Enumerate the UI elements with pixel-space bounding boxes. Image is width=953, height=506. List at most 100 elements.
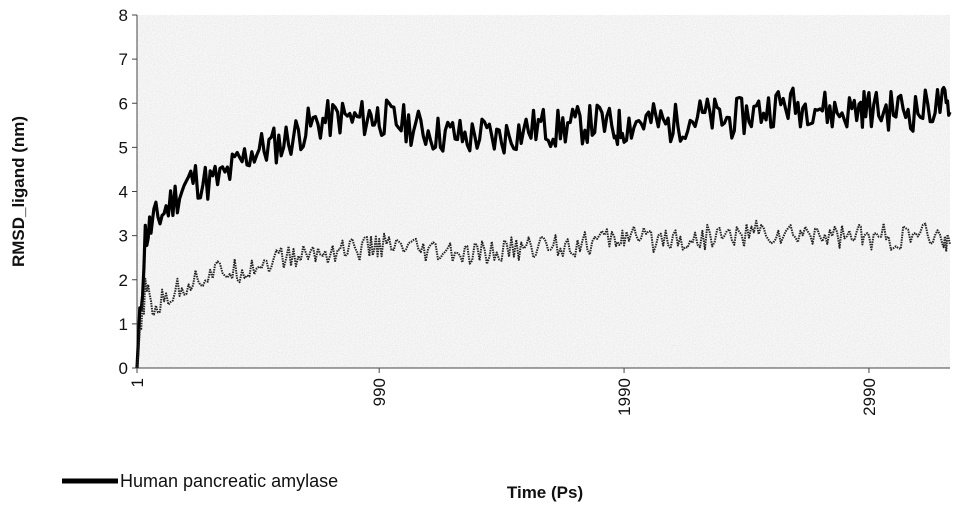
- point-human-pancreatic-amylase: [682, 120, 684, 122]
- point-human-pancreatic-amylase: [192, 177, 194, 179]
- point-secondary-series: [451, 252, 453, 254]
- point-secondary-series: [799, 234, 801, 236]
- point-secondary-series: [667, 234, 669, 236]
- point-human-pancreatic-amylase: [814, 102, 816, 104]
- point-secondary-series: [540, 243, 542, 245]
- point-secondary-series: [136, 367, 138, 369]
- point-human-pancreatic-amylase: [353, 120, 355, 122]
- point-human-pancreatic-amylase: [466, 137, 468, 139]
- y-tick-label: 7: [119, 50, 128, 69]
- point-secondary-series: [295, 256, 297, 258]
- point-secondary-series: [912, 234, 914, 236]
- point-human-pancreatic-amylase: [740, 115, 742, 117]
- point-human-pancreatic-amylase: [393, 120, 395, 122]
- x-tick-label: 1990: [615, 378, 634, 416]
- point-secondary-series: [407, 248, 409, 250]
- point-human-pancreatic-amylase: [829, 111, 831, 113]
- point-secondary-series: [221, 270, 223, 272]
- point-secondary-series: [882, 234, 884, 236]
- point-secondary-series: [652, 239, 654, 241]
- point-human-pancreatic-amylase: [540, 124, 542, 126]
- y-tick-label: 3: [119, 227, 128, 246]
- point-secondary-series: [280, 256, 282, 258]
- point-secondary-series: [178, 287, 180, 289]
- point-human-pancreatic-amylase: [378, 115, 380, 117]
- point-secondary-series: [868, 239, 870, 241]
- point-secondary-series: [726, 234, 728, 236]
- point-secondary-series: [784, 234, 786, 236]
- point-secondary-series: [755, 230, 757, 232]
- point-human-pancreatic-amylase: [711, 115, 713, 117]
- point-secondary-series: [192, 279, 194, 281]
- point-human-pancreatic-amylase: [153, 221, 155, 223]
- point-human-pancreatic-amylase: [638, 120, 640, 122]
- point-secondary-series: [207, 274, 209, 276]
- point-secondary-series: [324, 252, 326, 254]
- point-secondary-series: [481, 252, 483, 254]
- point-human-pancreatic-amylase: [882, 111, 884, 113]
- point-secondary-series: [696, 239, 698, 241]
- point-human-pancreatic-amylase: [525, 129, 527, 131]
- point-secondary-series: [144, 287, 146, 289]
- point-human-pancreatic-amylase: [407, 124, 409, 126]
- point-human-pancreatic-amylase: [696, 115, 698, 117]
- point-human-pancreatic-amylase: [236, 164, 238, 166]
- point-human-pancreatic-amylase: [280, 142, 282, 144]
- point-secondary-series: [638, 239, 640, 241]
- point-human-pancreatic-amylase: [941, 102, 943, 104]
- point-secondary-series: [584, 243, 586, 245]
- point-human-pancreatic-amylase: [221, 177, 223, 179]
- point-secondary-series: [569, 243, 571, 245]
- point-secondary-series: [422, 252, 424, 254]
- x-axis-ticks: 1 990 1990 2990: [128, 368, 879, 416]
- point-human-pancreatic-amylase: [949, 111, 951, 113]
- point-human-pancreatic-amylase: [309, 124, 311, 126]
- y-tick-label: 5: [119, 138, 128, 157]
- point-human-pancreatic-amylase: [858, 106, 860, 108]
- point-human-pancreatic-amylase: [755, 111, 757, 113]
- point-human-pancreatic-amylase: [784, 102, 786, 104]
- point-human-pancreatic-amylase: [667, 124, 669, 126]
- point-human-pancreatic-amylase: [178, 190, 180, 192]
- point-secondary-series: [858, 234, 860, 236]
- point-secondary-series: [949, 243, 951, 245]
- y-tick-label: 0: [119, 359, 128, 378]
- point-secondary-series: [525, 248, 527, 250]
- point-human-pancreatic-amylase: [613, 129, 615, 131]
- legend-label-human-pancreatic-amylase: Human pancreatic amylase: [120, 471, 338, 491]
- point-secondary-series: [554, 243, 556, 245]
- point-human-pancreatic-amylase: [295, 133, 297, 135]
- x-tick-label: 1: [128, 378, 147, 387]
- point-secondary-series: [829, 234, 831, 236]
- point-secondary-series: [309, 252, 311, 254]
- point-secondary-series: [598, 239, 600, 241]
- point-human-pancreatic-amylase: [868, 106, 870, 108]
- point-human-pancreatic-amylase: [481, 133, 483, 135]
- point-human-pancreatic-amylase: [165, 208, 167, 210]
- y-axis-ticks: 0 1 2 3 4 5 6 7 8: [119, 6, 137, 378]
- point-secondary-series: [770, 234, 772, 236]
- point-secondary-series: [437, 252, 439, 254]
- x-tick-label: 2990: [860, 378, 879, 416]
- point-human-pancreatic-amylase: [207, 181, 209, 183]
- point-secondary-series: [393, 248, 395, 250]
- point-human-pancreatic-amylase: [510, 133, 512, 135]
- series-line-human-pancreatic-amylase: [135, 85, 952, 369]
- point-human-pancreatic-amylase: [726, 120, 728, 122]
- point-human-pancreatic-amylase: [652, 120, 654, 122]
- point-secondary-series: [814, 230, 816, 232]
- x-tick-label: 990: [370, 378, 389, 406]
- point-secondary-series: [368, 248, 370, 250]
- point-human-pancreatic-amylase: [927, 106, 929, 108]
- point-human-pancreatic-amylase: [496, 137, 498, 139]
- point-secondary-series: [941, 239, 943, 241]
- point-secondary-series: [623, 234, 625, 236]
- point-human-pancreatic-amylase: [598, 120, 600, 122]
- point-secondary-series: [165, 296, 167, 298]
- point-human-pancreatic-amylase: [339, 115, 341, 117]
- point-secondary-series: [843, 234, 845, 236]
- point-secondary-series: [496, 252, 498, 254]
- y-tick-label: 6: [119, 94, 128, 113]
- point-secondary-series: [510, 248, 512, 250]
